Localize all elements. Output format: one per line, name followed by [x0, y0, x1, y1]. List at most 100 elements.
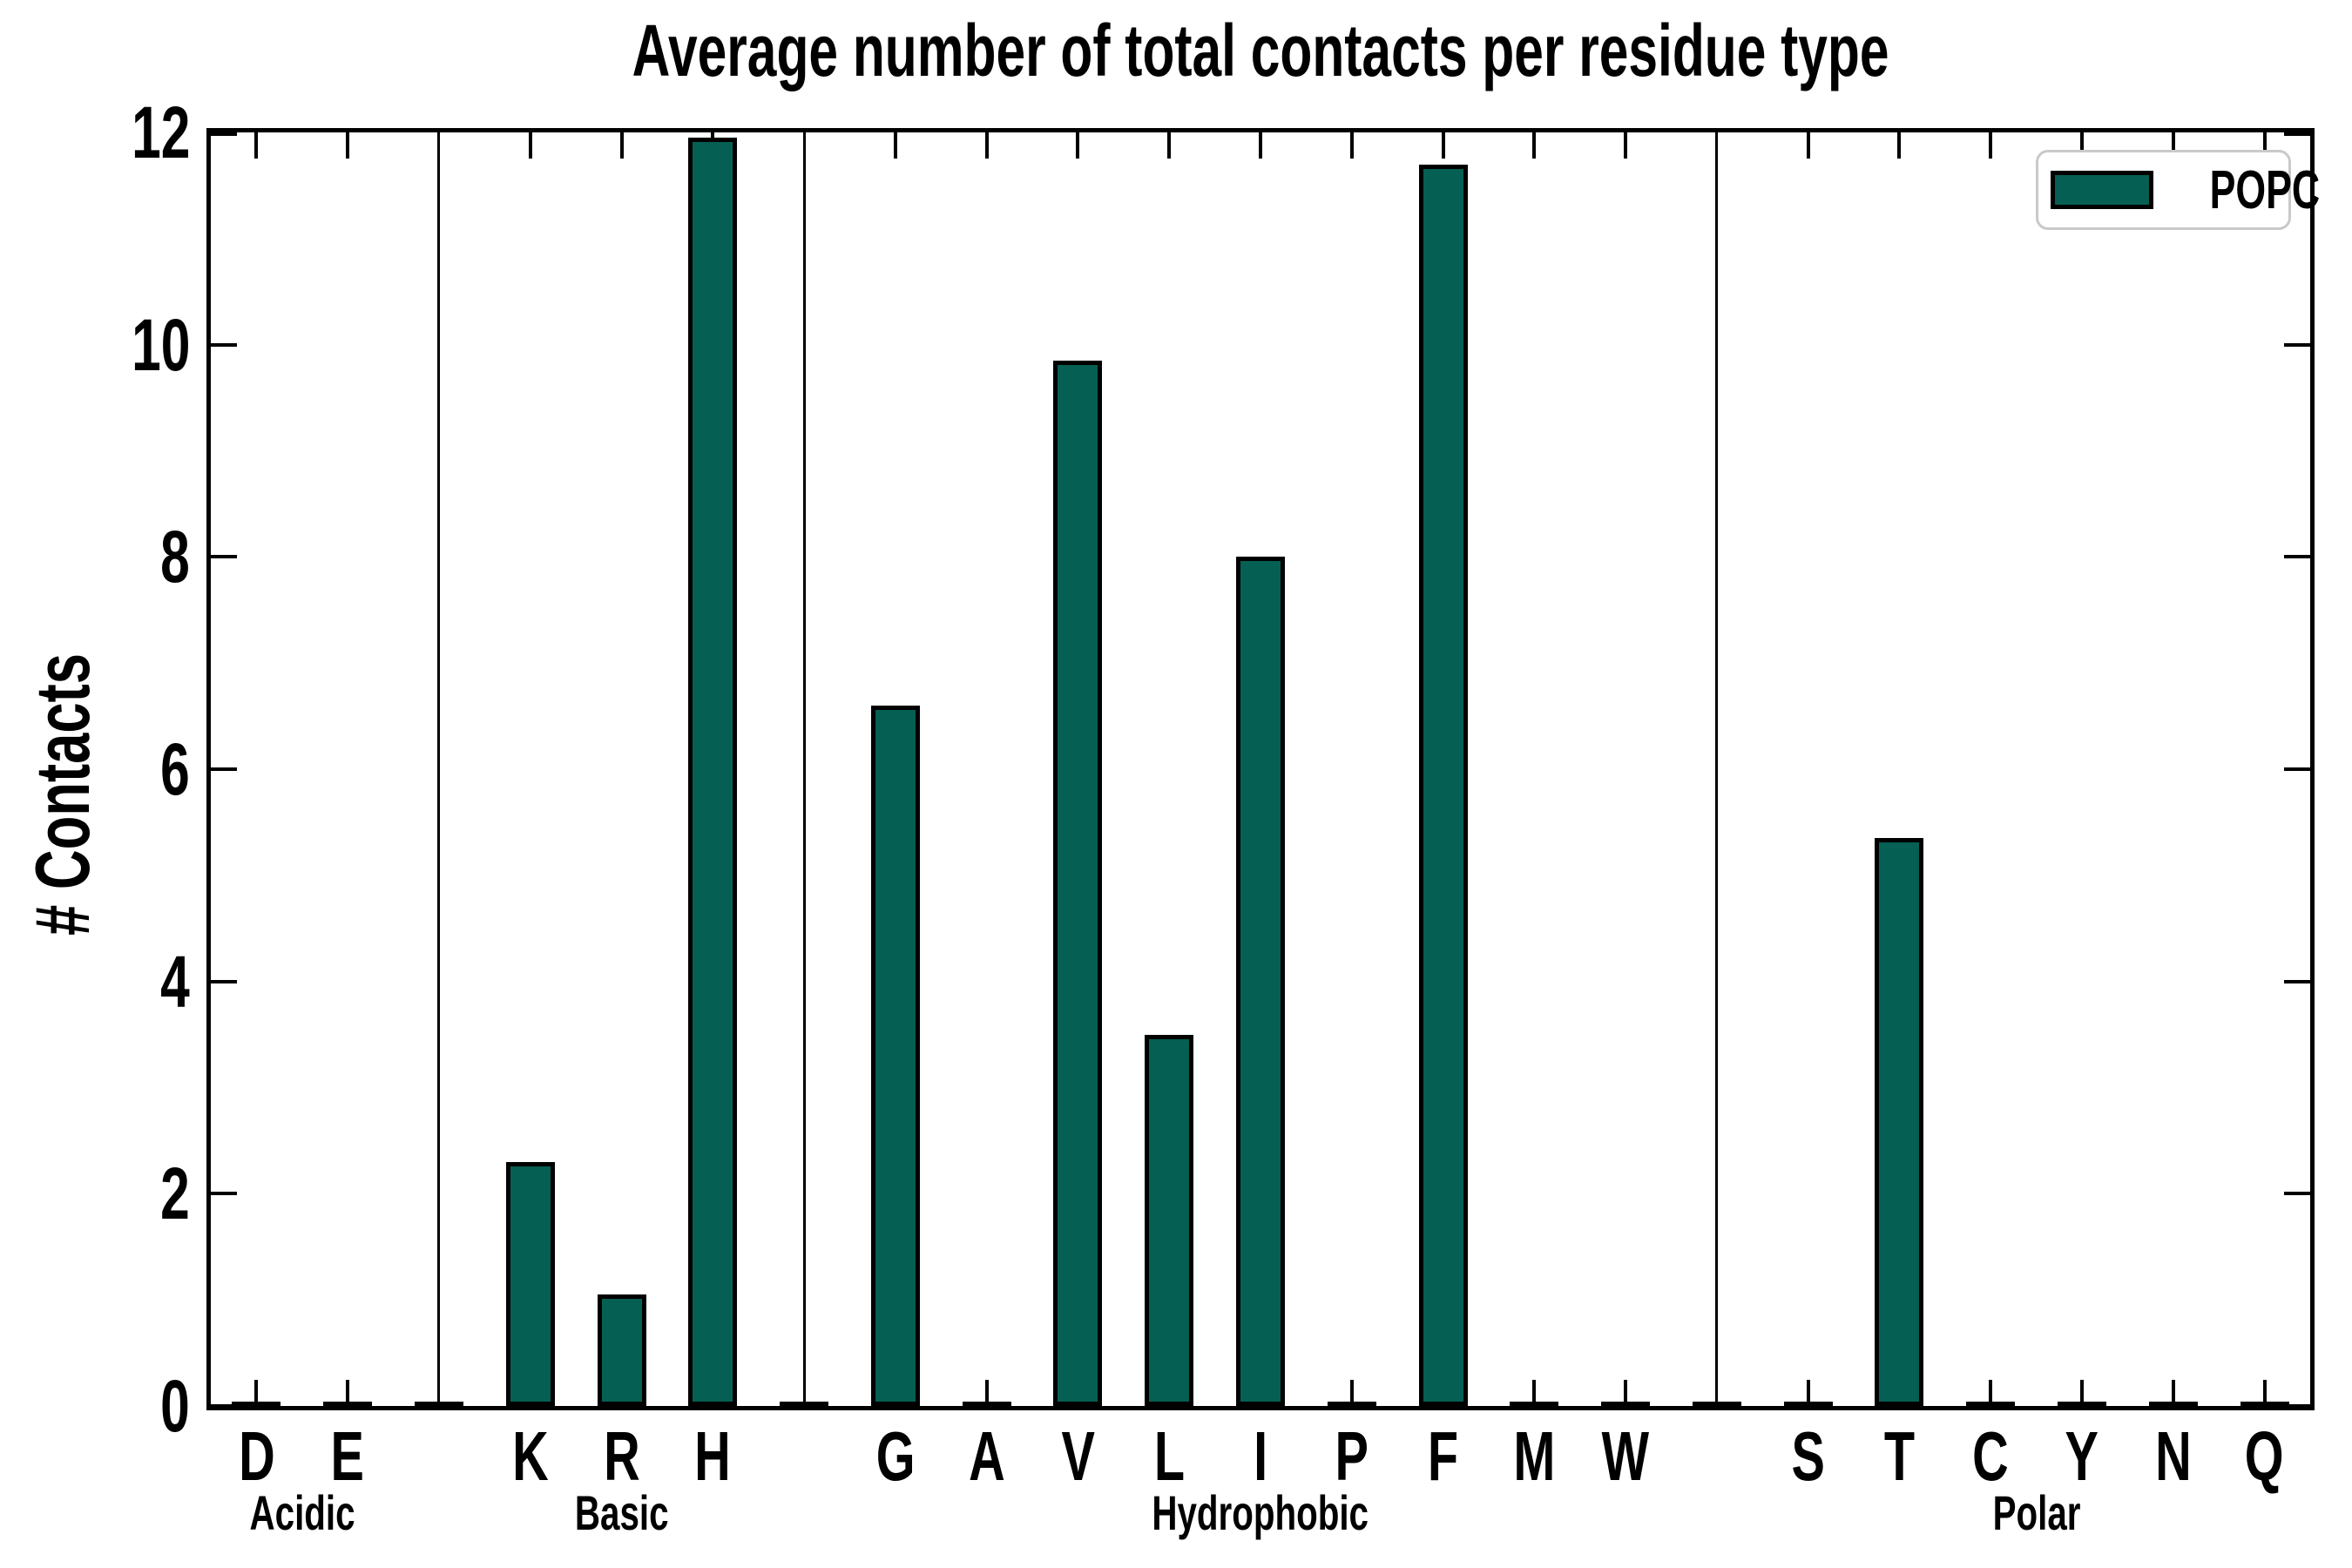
y-tick-right [2284, 979, 2310, 983]
y-tick-left [211, 1404, 237, 1408]
y-tick-label-12: 12 [0, 87, 190, 178]
bar-E [323, 1402, 373, 1406]
x-tick-label-K-text: K [511, 1417, 549, 1495]
x-tick-top [1441, 132, 1445, 159]
y-tick-label-0: 0 [0, 1361, 190, 1451]
zero-bar [1692, 1402, 1741, 1406]
bar-W [1601, 1402, 1651, 1406]
x-tick-top [1806, 132, 1810, 159]
x-tick-label-G: G [826, 1420, 965, 1493]
y-tick-label-10: 10 [0, 300, 190, 390]
x-tick-label-V: V [1008, 1420, 1147, 1493]
x-tick-label-N-text: N [2155, 1417, 2192, 1495]
bar-V [1053, 361, 1103, 1406]
legend-swatch-popc [2051, 171, 2153, 209]
x-tick-top [254, 132, 259, 159]
y-tick-right [2284, 342, 2310, 347]
bar-T [1875, 838, 1924, 1406]
bar-N [2148, 1402, 2198, 1406]
x-tick-bottom [984, 1380, 989, 1406]
x-tick-label-R: R [552, 1420, 692, 1493]
y-tick-label-6-text: 6 [160, 728, 190, 810]
y-tick-label-0-text: 0 [160, 1365, 190, 1447]
x-tick-label-V-text: V [1061, 1417, 1095, 1495]
x-tick-top [1076, 132, 1080, 159]
bar-S [1783, 1402, 1833, 1406]
x-tick-label-H-text: H [694, 1417, 732, 1495]
x-tick-label-S-text: S [1791, 1417, 1825, 1495]
y-tick-right [2284, 767, 2310, 771]
bar-K [505, 1162, 555, 1406]
y-tick-left [211, 555, 237, 559]
bar-A [962, 1402, 1011, 1406]
y-tick-right [2284, 1404, 2310, 1408]
x-tick-label-K: K [461, 1420, 600, 1493]
x-tick-top [2080, 132, 2085, 159]
group-label-acidic-text: Acidic [249, 1485, 355, 1540]
x-tick-label-T: T [1829, 1420, 1969, 1493]
x-tick-top [1989, 132, 1993, 159]
bar-M [1510, 1402, 1559, 1406]
x-tick-top [984, 132, 989, 159]
bar-C [1966, 1402, 2016, 1406]
group-label-hydrophobic: Hydrophobic [999, 1484, 1522, 1541]
y-tick-label-12-text: 12 [131, 91, 190, 173]
x-tick-label-A: A [917, 1420, 1057, 1493]
x-tick-label-L: L [1099, 1420, 1239, 1493]
x-tick-bottom [2080, 1380, 2085, 1406]
chart-title-text: Average number of total contacts per res… [632, 10, 1889, 91]
bar-D [232, 1402, 281, 1406]
x-tick-label-E-text: E [330, 1417, 365, 1495]
x-tick-bottom [346, 1380, 350, 1406]
x-tick-bottom [1624, 1380, 1628, 1406]
x-tick-label-C: C [1921, 1420, 2060, 1493]
group-label-hydrophobic-text: Hydrophobic [1152, 1485, 1369, 1540]
x-tick-top [1259, 132, 1262, 159]
y-tick-right [2284, 555, 2310, 559]
y-tick-left [211, 979, 237, 983]
x-tick-top [1167, 132, 1172, 159]
group-divider [1715, 132, 1719, 1406]
x-tick-label-Q: Q [2195, 1420, 2335, 1493]
bar-L [1145, 1035, 1194, 1406]
legend-label: POPC [2209, 159, 2321, 220]
x-tick-top [346, 132, 350, 159]
x-tick-label-Y-text: Y [2065, 1417, 2099, 1495]
x-tick-bottom [1532, 1380, 1537, 1406]
bar-R [597, 1294, 646, 1406]
legend: POPC [2036, 150, 2320, 230]
x-tick-top [1349, 132, 1354, 159]
group-label-polar: Polar [1775, 1484, 2298, 1541]
x-tick-top [893, 132, 897, 159]
zero-bar [780, 1402, 829, 1406]
x-tick-label-P: P [1282, 1420, 1422, 1493]
y-tick-left [211, 132, 237, 136]
x-tick-bottom [1349, 1380, 1354, 1406]
x-tick-label-Q-text: Q [2245, 1417, 2284, 1495]
x-tick-label-L-text: L [1153, 1417, 1185, 1495]
x-tick-label-I: I [1191, 1420, 1330, 1493]
x-tick-label-F: F [1374, 1420, 1513, 1493]
y-tick-label-4-text: 4 [160, 940, 190, 1023]
x-tick-label-R-text: R [603, 1417, 640, 1495]
x-tick-label-P-text: P [1335, 1417, 1369, 1495]
y-tick-label-8-text: 8 [160, 516, 190, 598]
y-tick-label-6: 6 [0, 724, 190, 814]
x-tick-label-W-text: W [1601, 1417, 1650, 1495]
x-tick-top [1532, 132, 1537, 159]
x-tick-label-G-text: G [875, 1417, 916, 1495]
x-tick-top [619, 132, 624, 159]
bar-Q [2240, 1402, 2289, 1406]
x-tick-label-M: M [1464, 1420, 1604, 1493]
bar-I [1236, 557, 1285, 1406]
x-tick-top [1624, 132, 1628, 159]
group-divider [437, 132, 441, 1406]
bar-P [1327, 1402, 1376, 1406]
bar-G [870, 706, 920, 1406]
chart-title: Average number of total contacts per res… [206, 9, 2315, 92]
x-tick-label-E: E [278, 1420, 417, 1493]
x-tick-label-H: H [643, 1420, 782, 1493]
x-tick-label-S: S [1739, 1420, 1878, 1493]
x-tick-bottom [1989, 1380, 1993, 1406]
